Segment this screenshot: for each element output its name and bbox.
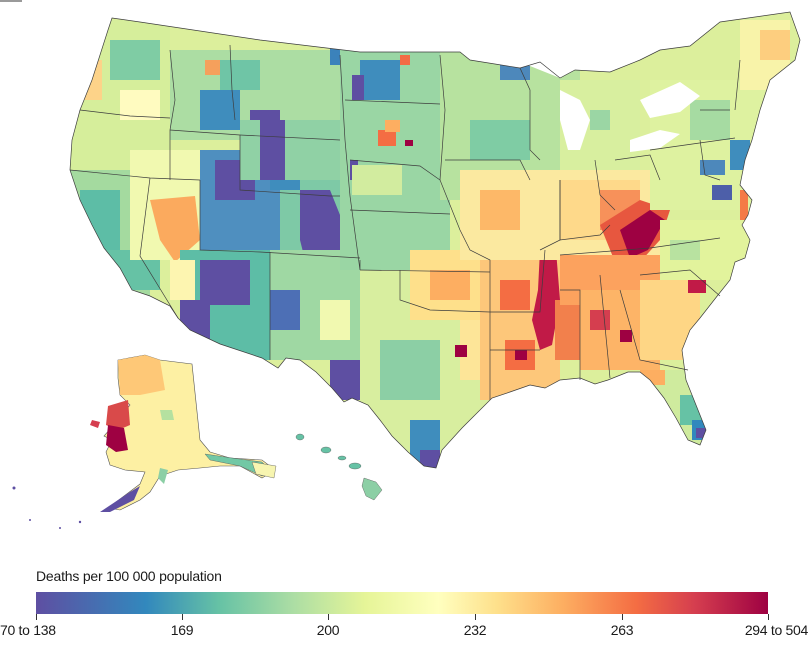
legend-tick-label: 70 to 138: [0, 622, 56, 638]
legend-tick: [622, 614, 623, 620]
legend-tick-label: 169: [170, 622, 194, 638]
legend-tick: [36, 614, 37, 620]
legend-color-bar: [36, 592, 768, 614]
choropleth-map: [12, 11, 801, 529]
legend-tick: [475, 614, 476, 620]
legend-tick-label: 200: [316, 622, 340, 638]
legend-tick: [768, 614, 769, 620]
legend-tick-label: 232: [463, 622, 487, 638]
legend-tick-label: 263: [610, 622, 634, 638]
legend-tick: [328, 614, 329, 620]
corner-mark: [0, 0, 22, 2]
state-borders: [69, 11, 801, 469]
legend-tick-label: 294 to 504: [744, 622, 808, 638]
legend-title: Deaths per 100 000 population: [36, 568, 222, 584]
alaska: [12, 354, 277, 529]
legend-tick: [182, 614, 183, 620]
hawaii: [295, 433, 383, 501]
legend: Deaths per 100 000 population 70 to 138 …: [0, 560, 810, 658]
